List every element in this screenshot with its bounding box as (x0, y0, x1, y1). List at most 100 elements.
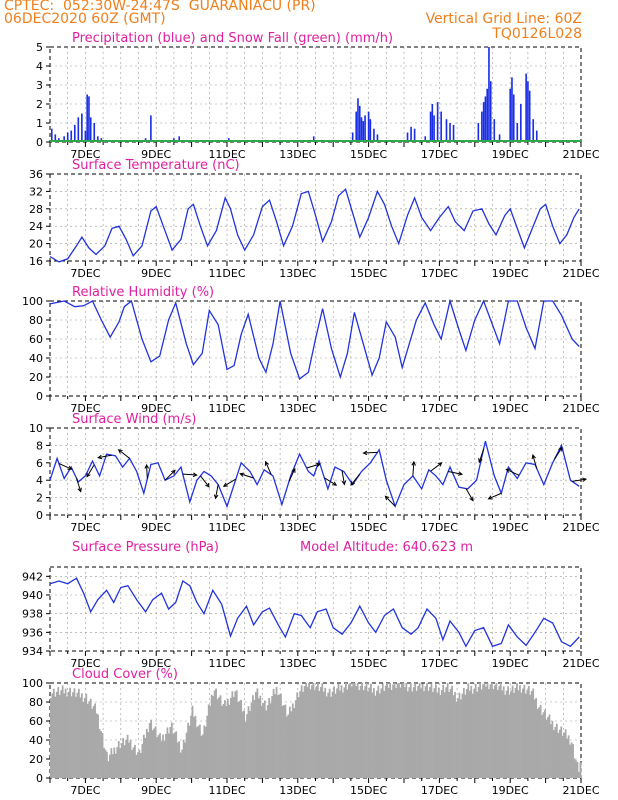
x-tick-label: 7DEC (70, 521, 100, 534)
x-tick-label: 19DEC (492, 402, 529, 415)
wind-arrow-head (117, 449, 123, 454)
cloud-cover-bar (156, 737, 158, 778)
cloud-cover-bar (470, 685, 473, 778)
wind-arrow-shaft (324, 477, 337, 486)
cloud-cover-bar (265, 710, 268, 778)
cloud-cover-bar (561, 735, 564, 778)
cloud-cover-bar (380, 688, 383, 778)
wind-arrow-shaft (265, 461, 272, 475)
cloud-cover-bar (175, 731, 178, 778)
precip-bar (178, 136, 181, 142)
cloud-cover-bar (576, 762, 579, 778)
cloud-cover-bar (409, 683, 412, 778)
cloud-cover-bar (395, 687, 397, 778)
cloud-cover-bar (526, 689, 529, 778)
cloud-cover-bar (495, 683, 498, 778)
wind-arrow-shaft (341, 470, 345, 485)
cloud-cover-bar (399, 687, 402, 778)
x-tick-label: 21DEC (562, 267, 599, 280)
cloud-cover-bar (52, 688, 55, 778)
x-tick-label: 9DEC (141, 784, 171, 797)
cloud-cover-bar (212, 696, 215, 778)
cloud-cover-bar (132, 747, 135, 778)
precip-bar (358, 105, 361, 142)
cloud-cover-bar (120, 743, 123, 778)
cloud-cover-bar (446, 683, 449, 778)
panel-title: Relative Humidity (%) (72, 285, 214, 300)
panel-title: Surface Wind (m/s) (72, 412, 196, 427)
precip-bar (509, 88, 512, 142)
cloud-cover-bar (551, 720, 554, 778)
cloud-cover-bar (548, 714, 551, 778)
cloud-cover-bar (505, 690, 508, 778)
cloud-cover-bar (262, 703, 265, 778)
cloud-cover-bar (436, 692, 439, 778)
cloud-cover-bar (355, 686, 358, 778)
panel-3: Relative Humidity (%) 0 20 40 60 80 100 7DEC 9DE… (22, 285, 600, 415)
cloud-cover-bar (216, 699, 219, 778)
y-tick-label: 100 (22, 677, 43, 690)
cloud-cover-bar (263, 700, 266, 778)
wind-arrow-shaft (385, 495, 396, 507)
cloud-cover-bar (406, 691, 409, 778)
cloud-cover-bar (340, 685, 343, 778)
wind-arrow-head (205, 482, 210, 488)
cloud-cover-bar (346, 689, 349, 778)
cloud-cover-bar (315, 686, 318, 778)
cloud-cover-bar (141, 743, 144, 778)
cloud-cover-bar (373, 688, 375, 778)
cloud-cover-bar (249, 710, 251, 778)
y-tick-label: 10 (29, 422, 43, 435)
cloud-cover-bar (200, 735, 203, 778)
cloud-cover-bar (296, 692, 299, 778)
cloud-cover-bar (91, 708, 94, 778)
cloud-cover-bar (150, 719, 153, 778)
cloud-cover-bar (221, 705, 223, 778)
precip-bar (362, 121, 365, 142)
cloud-cover-bar (162, 734, 164, 778)
cloud-cover-bar (139, 753, 142, 778)
cloud-cover-bar (176, 742, 179, 778)
cloud-cover-bar (80, 693, 83, 778)
cloud-cover-bar (86, 703, 89, 778)
cloud-cover-bar (417, 685, 420, 778)
wind-arrow-shaft (412, 461, 415, 476)
cloud-cover-bar (443, 692, 446, 778)
cloud-cover-bar (361, 683, 363, 778)
cloud-cover-bar (266, 705, 269, 778)
cloud-cover-bar (555, 723, 558, 778)
cloud-cover-bar (386, 683, 389, 778)
x-tick-label: 11DEC (208, 402, 245, 415)
x-tick-label: 21DEC (562, 402, 599, 415)
panel-annotation: Model Altitude: 640.623 m (300, 540, 473, 555)
cloud-cover-bar (449, 688, 452, 778)
wind-arrow-head (144, 463, 150, 469)
cloud-cover-bar (539, 704, 542, 778)
cloud-cover-bar (365, 683, 368, 778)
cloud-cover-bar (274, 694, 276, 778)
cloud-cover-bar (464, 694, 467, 778)
wind-arrow-head (264, 460, 270, 466)
cloud-cover-bar (367, 691, 369, 778)
cloud-cover-bar (390, 689, 393, 778)
wind-arrow-shaft (572, 478, 587, 482)
cloud-cover-bar (477, 686, 480, 778)
cloud-cover-bar (185, 732, 188, 778)
x-tick-label: 19DEC (492, 521, 529, 534)
cloud-cover-bar (128, 742, 130, 778)
cloud-cover-bar (294, 700, 297, 778)
cloud-cover-bar (463, 687, 465, 778)
precip-bar (512, 94, 515, 142)
cloud-cover-bar (246, 714, 248, 778)
cloud-cover-bar (529, 694, 532, 778)
cloud-cover-bar (318, 690, 321, 778)
cloud-cover-bar (358, 690, 361, 778)
cloud-cover-bar (480, 689, 483, 778)
wind-arrow-head (384, 495, 390, 501)
cloud-cover-bar (154, 726, 157, 778)
cloud-cover-bar (404, 687, 406, 778)
cloud-cover-bar (564, 729, 567, 778)
wind-arrow-shaft (488, 492, 502, 500)
x-tick-label: 17DEC (421, 784, 458, 797)
wind-arrow-shaft (478, 448, 485, 463)
